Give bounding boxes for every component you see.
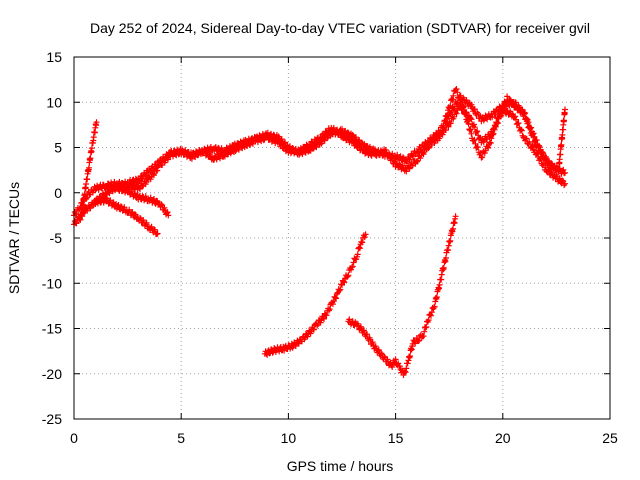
series-early-dip (92, 194, 161, 238)
series-markers (92, 194, 161, 238)
series-upper-band-c (441, 86, 568, 175)
y-axis-title: SDTVAR / TECUs (6, 182, 22, 294)
axis-ticks: 0 5 10 15 20 25 -25 -20 -15 -10 -5 0 5 10 15 (42, 49, 618, 446)
y-tick-label: -5 (50, 230, 63, 246)
series-lower-left (261, 231, 369, 358)
series-markers (261, 231, 369, 358)
x-tick-label: 0 (70, 430, 78, 446)
series-early-dip-2 (113, 183, 172, 219)
y-tick-label: -15 (42, 321, 62, 337)
series-markers (77, 119, 100, 223)
series-markers (441, 86, 568, 175)
y-tick-label: 5 (54, 140, 62, 156)
series-early-rise (77, 119, 100, 223)
x-tick-label: 15 (388, 430, 404, 446)
x-axis-title: GPS time / hours (287, 458, 394, 474)
series-markers (113, 183, 172, 219)
x-tick-label: 10 (281, 430, 297, 446)
y-tick-label: -25 (42, 411, 62, 427)
y-tick-label: 0 (54, 185, 62, 201)
series-markers (345, 213, 459, 378)
x-tick-label: 20 (495, 430, 511, 446)
y-tick-label: 15 (46, 49, 62, 65)
y-tick-label: -20 (42, 366, 62, 382)
chart-title: Day 252 of 2024, Sidereal Day-to-day VTE… (90, 20, 590, 36)
y-tick-label: -10 (42, 275, 62, 291)
series-lower-right (345, 213, 459, 378)
x-tick-label: 25 (602, 430, 618, 446)
x-tick-label: 5 (177, 430, 185, 446)
y-tick-label: 10 (46, 94, 62, 110)
